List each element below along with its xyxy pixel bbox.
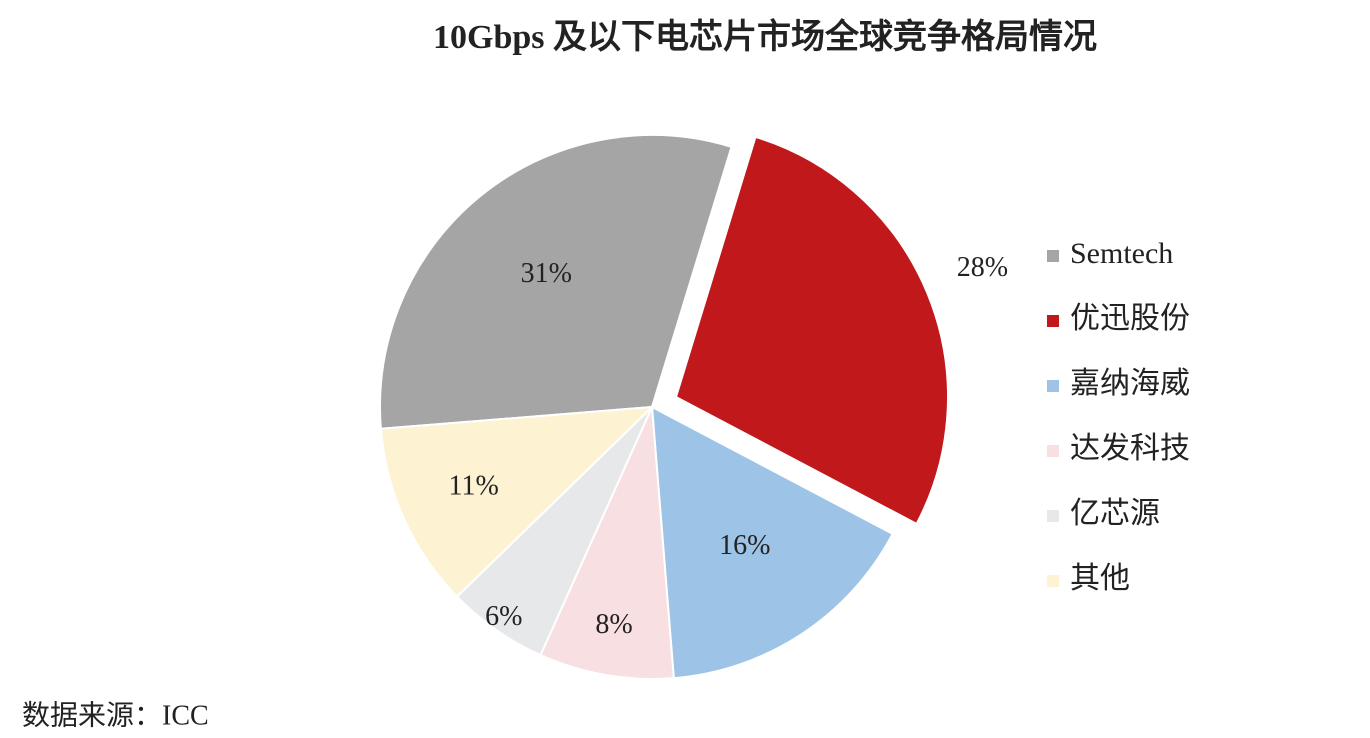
legend-label: 亿芯源 xyxy=(1070,497,1160,530)
data-label: 28% xyxy=(957,252,1008,283)
pie-slice xyxy=(539,406,675,680)
legend-marker xyxy=(1047,510,1059,522)
chart-title: 10Gbps 及以下电芯片市场全球竞争格局情况 xyxy=(433,17,1097,56)
legend-marker xyxy=(1047,575,1059,587)
legend-marker xyxy=(1047,445,1059,457)
pie-slice xyxy=(674,135,949,526)
legend-label: 达发科技 xyxy=(1070,432,1190,465)
data-label: 6% xyxy=(485,601,522,632)
pie-slice xyxy=(379,134,733,430)
data-label: 11% xyxy=(449,470,499,501)
data-label: 31% xyxy=(521,258,572,289)
legend-label: 嘉纳海威 xyxy=(1070,367,1190,400)
legend-marker xyxy=(1047,250,1059,262)
legend-label: 优迅股份 xyxy=(1070,302,1190,335)
source: 数据来源：ICC xyxy=(22,699,209,731)
data-label: 8% xyxy=(595,609,632,640)
legend-label: Semtech xyxy=(1070,237,1173,270)
pie-slice xyxy=(379,405,655,599)
legend-marker xyxy=(1047,380,1059,392)
data-label: 16% xyxy=(719,530,770,561)
legend-label: 其他 xyxy=(1070,562,1130,595)
legend-marker xyxy=(1047,315,1059,327)
pie-slice xyxy=(650,405,894,680)
